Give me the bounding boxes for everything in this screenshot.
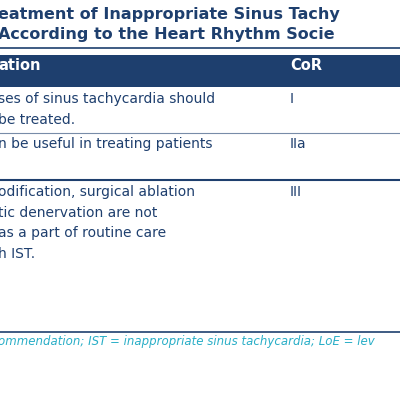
Bar [0, 55, 400, 87]
Text: ation: ation [0, 58, 40, 73]
Text: CoR: CoR [290, 58, 322, 73]
Text: III: III [290, 185, 302, 199]
Text: ommendation; IST = inappropriate sinus tachycardia; LoE = lev: ommendation; IST = inappropriate sinus t… [0, 335, 375, 348]
Text: I: I [290, 92, 294, 106]
Text: odification, surgical ablation
tic denervation are not
as a part of routine care: odification, surgical ablation tic dener… [0, 185, 195, 261]
Text: According to the Heart Rhythm Socie: According to the Heart Rhythm Socie [0, 27, 335, 42]
Text: ses of sinus tachycardia should
be treated.: ses of sinus tachycardia should be treat… [0, 92, 215, 126]
Text: eatment of Inappropriate Sinus Tachy: eatment of Inappropriate Sinus Tachy [0, 7, 340, 22]
Text: n be useful in treating patients: n be useful in treating patients [0, 137, 212, 151]
Text: IIa: IIa [290, 137, 307, 151]
